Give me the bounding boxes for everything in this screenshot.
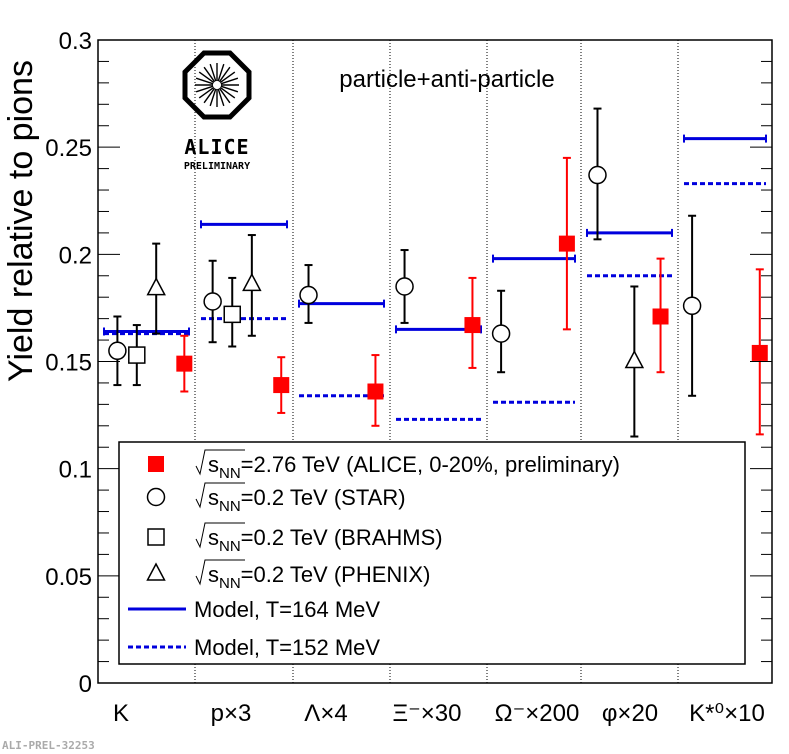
y-tick-label: 0 [79,671,92,698]
y-tick-label: 0.25 [45,135,92,162]
logo-ray [217,88,225,107]
legend-marker-open-circle [146,487,166,507]
legend-sqrt-sign [195,482,245,509]
legend-label-text: =0.2 TeV (PHENIX) [241,562,431,587]
star-marker [588,165,607,185]
alice-logo-subtext: PRELIMINARY [184,161,250,172]
logo-ray [209,63,217,82]
alice-marker [751,344,768,361]
legend-label-text: =0.2 TeV (BRAHMS) [241,525,443,550]
data-points [108,107,768,438]
phenix-marker [242,272,262,292]
star-marker [299,285,318,305]
legend-label-prefix: s [208,485,219,510]
y-axis-label: Yield relative to pions [2,60,40,382]
star-marker [203,292,222,311]
legend-entry-label: sNN=0.2 TeV (STAR) [208,485,406,515]
x-tick-label: K*⁰×10 [689,700,765,727]
chart-title: particle+anti-particle [339,66,554,93]
legend-sqrt-sign [195,522,245,549]
legend-entry-label: sNN=0.2 TeV (BRAHMS) [208,525,443,555]
x-tick-label: Ξ⁻×30 [393,700,462,727]
legend-marker-filled-square [148,456,164,472]
y-tick-label: 0.1 [59,457,92,484]
logo-ray [209,88,217,107]
watermark: ALI-PREL-32253 [2,739,95,752]
alice-logo-text: ALICE [184,135,249,159]
star-marker [108,341,127,361]
legend-marker-open-square [147,528,165,546]
logo-ray [198,86,215,99]
legend-label-prefix: s [208,452,219,477]
legend-sqrt-sign [195,449,245,476]
logo-ray [198,71,215,84]
legend-label-subscript: NN [219,498,241,515]
logo-ray [219,86,236,99]
x-tick-label: Ω⁻×200 [495,700,580,727]
logo-ray [219,71,236,84]
category-separators [194,40,679,683]
alice-logo: ALICE PRELIMINARY [182,50,252,172]
legend-entry-label: sNN=2.76 TeV (ALICE, 0-20%, preliminary) [208,452,620,482]
phenix-marker [146,277,166,296]
logo-ray [203,87,216,104]
legend-sqrt-sign [195,559,245,586]
legend-label-text: =0.2 TeV (STAR) [241,485,406,510]
x-tick-label: K [113,700,129,727]
legend-label-text: =2.76 TeV (ALICE, 0-20%, preliminary) [241,452,620,477]
x-tick-label: Λ×4 [304,700,347,727]
logo-ray [220,85,239,93]
logo-ray [195,77,214,85]
logo-ray [218,87,231,104]
star-marker [395,277,414,296]
legend-entry-label: sNN=0.2 TeV (PHENIX) [208,562,430,592]
y-tick-label: 0.2 [59,242,92,269]
x-tick-label: p×3 [211,700,252,727]
legend-label-prefix: s [208,525,219,550]
legend-label-subscript: NN [219,575,241,592]
star-marker [491,324,511,343]
alice-marker [558,235,575,252]
logo-ray [217,63,225,82]
alice-marker [464,317,481,334]
x-tick-label: φ×20 [602,700,658,727]
phenix-marker [624,349,645,369]
axes: 0 0.05 0.1 0.15 0.2 0.25 0.3 K p×3 Λ×4 Ξ⁻×30 Ω⁻×200… [45,28,773,727]
logo-ray [218,66,231,83]
alice-marker [273,377,290,394]
y-tick-label: 0.3 [59,28,92,55]
legend: sNN=2.76 TeV (ALICE, 0-20%, preliminary)… [118,441,746,665]
y-tick-label: 0.15 [45,350,92,377]
legend-marker-open-triangle [146,562,166,581]
legend-entry-label: Model, T=152 MeV [194,635,380,660]
legend-label-subscript: NN [219,538,241,555]
brahms-marker [128,346,146,364]
y-tick-label: 0.05 [45,564,92,591]
logo-ray [220,77,239,85]
alice-logo-icon [182,50,252,120]
logo-ray [203,66,216,83]
logo-ray [195,85,214,93]
alice-marker [367,383,384,400]
alice-marker [652,308,669,325]
legend-label-subscript: NN [219,465,241,482]
alice-marker [176,355,193,372]
legend-box [118,441,746,665]
star-marker [682,296,702,316]
legend-entry-label: Model, T=164 MeV [194,597,380,622]
brahms-marker [223,305,241,324]
legend-label-prefix: s [208,562,219,587]
